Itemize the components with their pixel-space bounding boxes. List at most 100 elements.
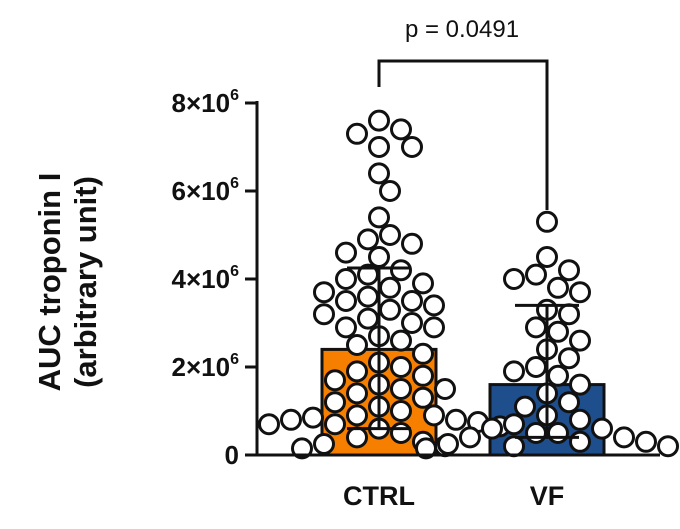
data-point xyxy=(379,224,401,246)
data-point xyxy=(346,122,368,145)
data-point xyxy=(346,334,368,356)
data-point xyxy=(547,320,569,343)
data-point xyxy=(558,259,580,282)
data-point xyxy=(390,259,412,282)
data-point xyxy=(390,422,412,444)
data-point xyxy=(635,430,657,453)
data-point xyxy=(401,232,423,255)
data-point xyxy=(412,364,434,387)
data-point xyxy=(346,426,368,449)
axes xyxy=(255,101,660,457)
data-point xyxy=(459,426,481,449)
data-point xyxy=(412,386,434,409)
data-point xyxy=(591,417,613,440)
y-tick-exponent: 6 xyxy=(230,87,239,104)
data-point xyxy=(368,109,390,132)
data-point xyxy=(335,316,357,339)
data-point xyxy=(503,268,525,290)
x-axis-categories: CTRL VF xyxy=(343,481,564,511)
data-point xyxy=(503,360,525,383)
y-tick-exponent: 6 xyxy=(230,351,239,368)
data-point xyxy=(390,329,412,352)
y-tick-base: 2×10 xyxy=(172,352,231,382)
y-axis-label-line1: AUC troponin I xyxy=(32,173,67,392)
y-axis-label: AUC troponin I (arbitrary unit) xyxy=(32,173,103,392)
data-point xyxy=(401,312,423,334)
y-tick-base: 8×10 xyxy=(172,88,231,118)
p-value-annotation: p = 0.0491 xyxy=(405,16,519,43)
data-point xyxy=(558,347,580,370)
y-tick-exponent: 6 xyxy=(230,263,239,280)
data-point xyxy=(390,378,412,400)
data-point xyxy=(357,228,379,251)
data-point xyxy=(401,136,423,158)
data-point xyxy=(423,316,445,339)
y-tick-label: 0 xyxy=(225,440,239,470)
data-point xyxy=(324,369,346,392)
y-tick-label: 6×106 xyxy=(172,175,240,206)
data-point xyxy=(445,408,467,431)
data-point xyxy=(569,329,591,352)
data-point xyxy=(258,413,280,436)
data-point xyxy=(525,316,547,339)
data-point xyxy=(313,303,335,326)
error-bars xyxy=(347,266,579,439)
data-point xyxy=(481,417,503,440)
y-tick-base: 0 xyxy=(225,440,239,470)
data-point xyxy=(569,430,591,453)
data-point xyxy=(434,378,456,400)
data-point xyxy=(401,290,423,312)
y-tick-base: 4×10 xyxy=(172,264,231,294)
data-point xyxy=(525,356,547,378)
data-point xyxy=(390,356,412,378)
data-point xyxy=(379,180,401,202)
y-axis-label-line2: (arbitrary unit) xyxy=(68,176,103,388)
data-point xyxy=(613,426,635,449)
y-tick-label: 8×106 xyxy=(172,87,240,118)
data-point xyxy=(313,281,335,304)
data-point xyxy=(569,281,591,304)
data-points xyxy=(258,109,679,460)
data-point xyxy=(346,382,368,405)
data-point xyxy=(302,406,324,429)
data-point xyxy=(368,162,390,185)
data-point xyxy=(379,276,401,299)
data-point xyxy=(412,342,434,365)
data-point xyxy=(368,206,390,229)
data-point xyxy=(346,404,368,427)
data-point xyxy=(280,408,302,431)
data-point xyxy=(379,298,401,321)
data-point xyxy=(324,391,346,414)
data-point xyxy=(437,433,459,455)
data-point xyxy=(415,437,437,460)
data-point xyxy=(357,307,379,330)
data-point xyxy=(569,408,591,431)
data-point xyxy=(346,360,368,383)
data-point xyxy=(525,422,547,444)
y-tick-label: 2×106 xyxy=(172,351,240,382)
data-point xyxy=(547,364,569,387)
data-point xyxy=(291,437,313,460)
data-point xyxy=(558,391,580,414)
data-point xyxy=(412,272,434,295)
data-point xyxy=(547,422,569,444)
category-label: VF xyxy=(530,481,565,511)
significance-bracket-line xyxy=(377,59,549,210)
data-point xyxy=(423,294,445,317)
data-point xyxy=(335,268,357,290)
data-point xyxy=(357,285,379,308)
category-label: CTRL xyxy=(343,481,415,511)
data-point xyxy=(536,210,558,233)
data-point xyxy=(657,435,679,458)
data-point xyxy=(324,413,346,436)
data-point xyxy=(514,395,536,418)
data-point xyxy=(503,435,525,458)
data-point xyxy=(335,241,357,264)
data-point xyxy=(390,400,412,422)
data-point xyxy=(525,263,547,286)
data-point xyxy=(368,136,390,158)
data-point xyxy=(503,413,525,436)
data-point xyxy=(536,246,558,268)
